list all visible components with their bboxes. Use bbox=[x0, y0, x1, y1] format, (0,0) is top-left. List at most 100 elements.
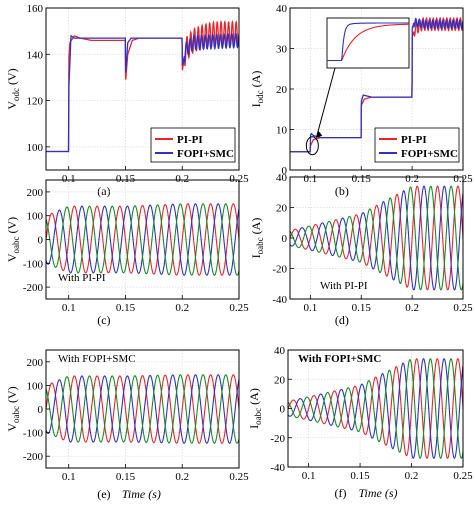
caption: (e) bbox=[97, 487, 110, 501]
x-tick-label: 0.15 bbox=[116, 173, 136, 185]
caption: (b) bbox=[335, 184, 349, 198]
inset-frame bbox=[326, 17, 410, 69]
inset-series-fopi-smc bbox=[327, 22, 409, 62]
x-tick-label: 0.1 bbox=[62, 471, 76, 483]
y-tick-label: 0 bbox=[38, 404, 44, 416]
y-tick-label: 20 bbox=[276, 84, 288, 96]
annotation: With FOPI+SMC bbox=[58, 353, 136, 365]
y-tick-label: 160 bbox=[27, 3, 44, 15]
plot-area bbox=[290, 185, 463, 291]
x-tick-label: 0.2 bbox=[175, 471, 189, 483]
y-axis-label: Ioabc(A) bbox=[247, 388, 263, 429]
y-tick-label: -20 bbox=[272, 264, 287, 276]
plot-area bbox=[46, 203, 239, 276]
plot-area bbox=[288, 358, 463, 459]
y-tick-label: 0 bbox=[282, 165, 288, 177]
annotation: With PI-PI bbox=[58, 272, 106, 284]
y-tick-label: 100 bbox=[27, 142, 44, 154]
y-tick-label: 120 bbox=[27, 96, 44, 108]
x-tick-label: 0.15 bbox=[350, 470, 370, 482]
y-tick-label: 20 bbox=[276, 203, 288, 215]
plot-area bbox=[290, 16, 463, 153]
x-tick-label: 0.15 bbox=[116, 471, 136, 483]
legend-label: FOPI+SMC bbox=[177, 148, 234, 160]
legend-label: PI-PI bbox=[401, 134, 427, 146]
y-tick-label: -100 bbox=[23, 428, 44, 440]
y-tick-label: 0 bbox=[38, 235, 44, 247]
x-tick-label: 0.1 bbox=[62, 173, 76, 185]
y-tick-label: 100 bbox=[27, 380, 44, 392]
y-tick-label: 200 bbox=[27, 187, 44, 199]
legend-label: FOPI+SMC bbox=[401, 148, 458, 160]
y-tick-label: 40 bbox=[276, 3, 288, 15]
y-axis-label: Iodc(A) bbox=[249, 71, 265, 108]
series-fopi-smc bbox=[46, 32, 239, 153]
y-tick-label: 0 bbox=[282, 233, 288, 245]
y-tick-label: 30 bbox=[276, 44, 288, 56]
x-axis-label: Time (s) bbox=[359, 486, 398, 500]
y-axis-label: Voabc(V) bbox=[5, 386, 21, 431]
plot-area bbox=[46, 374, 239, 444]
y-tick-label: 200 bbox=[27, 357, 44, 369]
x-tick-label: 0.2 bbox=[175, 173, 189, 185]
y-tick-label: 100 bbox=[27, 211, 44, 223]
caption: (c) bbox=[97, 313, 110, 327]
phase-c-line bbox=[288, 358, 463, 459]
y-tick-label: -40 bbox=[272, 294, 287, 306]
zoom-inset bbox=[326, 17, 410, 69]
y-axis-label: Voabc(V) bbox=[5, 217, 21, 262]
x-tick-label: 0.2 bbox=[175, 302, 189, 314]
chart-e: 0.1 0.15 0.2 0.25 -200 -100 0 100 200 Voabc(V) (e)… bbox=[5, 349, 249, 501]
chart-c: 0.1 0.15 0.2 0.25 -200 -100 0 100 200 Voabc(V) (c)… bbox=[5, 179, 249, 327]
legend-label: PI-PI bbox=[177, 134, 203, 146]
y-tick-label: 0 bbox=[280, 404, 286, 416]
x-tick-label: 0.2 bbox=[405, 470, 419, 482]
legend-box bbox=[374, 127, 460, 163]
x-axis-label: Time (s) bbox=[122, 487, 161, 501]
x-tick-label: 0.25 bbox=[453, 302, 473, 314]
x-tick-label: 0.1 bbox=[303, 302, 317, 314]
y-axis-label: Vodc(V) bbox=[5, 68, 21, 109]
legend: PI-PI FOPI+SMC bbox=[374, 127, 460, 163]
x-tick-label: 0.25 bbox=[229, 302, 249, 314]
annotation: With PI-PI bbox=[320, 280, 368, 292]
x-tick-label: 0.25 bbox=[453, 470, 473, 482]
y-tick-label: -200 bbox=[23, 282, 44, 294]
caption: (a) bbox=[97, 184, 110, 198]
plot-frame bbox=[45, 7, 240, 171]
x-tick-label: 0.1 bbox=[62, 302, 76, 314]
x-tick-label: 0.2 bbox=[405, 302, 419, 314]
chart-b: 0.1 0.15 0.2 0.25010203040Iodc(A)(b)PI-PIFO… bbox=[249, 3, 473, 198]
x-tick-label: 0.2 bbox=[405, 173, 419, 185]
y-tick-label: 10 bbox=[276, 125, 288, 137]
x-tick-label: 0.1 bbox=[302, 470, 316, 482]
x-tick-label: 0.15 bbox=[352, 173, 372, 185]
chart-f: 0.1 0.15 0.2 0.25 -40 -20 0 20 40 Ioabc(A) (f) Time… bbox=[247, 345, 473, 500]
phase-c-line bbox=[290, 185, 463, 291]
legend-box bbox=[150, 127, 236, 163]
zoom-marker-ellipse bbox=[305, 136, 319, 156]
plot-area bbox=[46, 19, 239, 153]
x-tick-label: 0.25 bbox=[229, 471, 249, 483]
x-tick-label: 0.1 bbox=[303, 173, 317, 185]
y-tick-label: 40 bbox=[274, 345, 286, 357]
chart-a: 0.1 0.15 0.2 0.25 100 120 140 160 Vodc(V) (a) PI-P… bbox=[5, 3, 249, 198]
y-tick-label: -40 bbox=[270, 462, 285, 474]
y-tick-label: -20 bbox=[270, 433, 285, 445]
x-tick-label: 0.15 bbox=[352, 302, 372, 314]
y-tick-label: 140 bbox=[27, 49, 44, 61]
y-axis-label: Ioabc(A) bbox=[249, 218, 265, 259]
y-tick-label: -100 bbox=[23, 258, 44, 270]
zoom-pointer-head bbox=[316, 130, 323, 138]
x-tick-label: 0.15 bbox=[116, 302, 136, 314]
x-tick-label: 0.25 bbox=[229, 173, 249, 185]
y-tick-label: 40 bbox=[276, 172, 288, 184]
caption: (d) bbox=[335, 313, 349, 327]
y-tick-label: -200 bbox=[23, 451, 44, 463]
y-tick-label: 20 bbox=[274, 374, 286, 386]
phase-c-line bbox=[46, 203, 239, 276]
chart-d: 0.1 0.15 0.2 0.25 -40 -20 0 20 40 Ioabc(A) (d) With… bbox=[249, 172, 473, 327]
caption: (f) bbox=[335, 486, 347, 500]
zoom-pointer-arrow bbox=[315, 67, 336, 138]
